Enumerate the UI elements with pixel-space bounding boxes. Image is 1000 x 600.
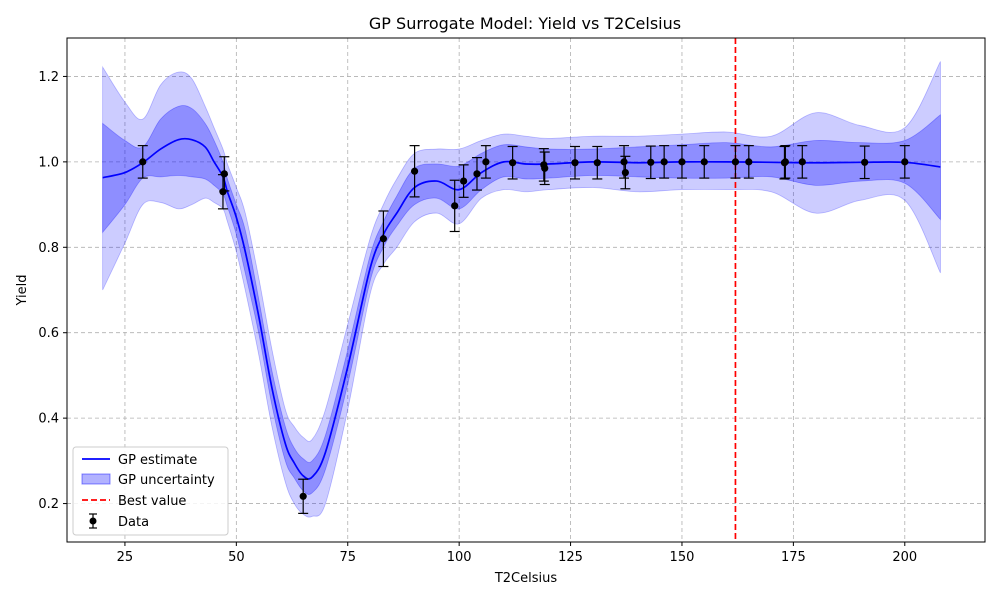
data-point [458, 164, 469, 198]
data-marker [620, 158, 628, 166]
data-marker [621, 168, 629, 177]
x-tick-label: 25 [117, 550, 134, 565]
data-marker [473, 170, 481, 178]
data-point [480, 145, 491, 179]
uncertainty-band-outer-area [102, 61, 941, 518]
data-point [620, 155, 631, 190]
data-point [859, 145, 870, 180]
data-marker [482, 158, 490, 166]
data-marker [901, 158, 909, 166]
legend: GP estimate GP uncertainty Best value Da… [72, 446, 229, 536]
data-point [298, 478, 309, 514]
y-axis-ticks: 0.2 0.4 0.6 0.8 1.0 1.2 [38, 70, 67, 512]
x-axis-label: T2Celsius [494, 571, 558, 586]
legend-data-swatch [89, 513, 97, 529]
data-marker [299, 492, 307, 500]
x-tick-label: 125 [558, 550, 583, 565]
data-marker [451, 202, 459, 210]
legend-data-label: Data [118, 515, 149, 530]
data-marker [139, 158, 147, 166]
data-marker [220, 170, 228, 178]
legend-best-label: Best value [118, 494, 186, 509]
data-point [507, 145, 518, 180]
data-point [592, 145, 603, 180]
data-point [780, 145, 791, 179]
data-marker [541, 164, 549, 172]
data-point [659, 145, 670, 179]
data-marker [571, 159, 579, 167]
legend-band-swatch [81, 473, 111, 485]
data-marker [745, 158, 753, 166]
uncertainty-band-outer [102, 61, 941, 518]
data-points [137, 145, 910, 514]
x-tick-label: 50 [228, 550, 245, 565]
uncertainty-band-inner [102, 105, 941, 495]
legend-estimate-label: GP estimate [118, 453, 197, 468]
data-marker [379, 235, 387, 243]
plot-frame [66, 37, 986, 543]
data-point [699, 145, 710, 179]
x-tick-label: 200 [892, 550, 917, 565]
data-point [645, 145, 656, 180]
uncertainty-band-inner-area [102, 105, 941, 495]
data-point [137, 145, 148, 179]
data-marker [700, 158, 708, 166]
y-tick-label: 1.0 [38, 155, 59, 170]
data-marker [219, 188, 227, 196]
x-tick-label: 150 [670, 550, 695, 565]
chart-title: GP Surrogate Model: Yield vs T2Celsius [369, 14, 681, 33]
y-tick-label: 0.8 [38, 241, 59, 256]
legend-band-label: GP uncertainty [118, 473, 215, 488]
data-point [471, 156, 482, 191]
data-marker [678, 158, 686, 166]
data-marker [460, 177, 468, 185]
data-marker [660, 158, 668, 166]
data-point [743, 145, 754, 179]
x-tick-label: 175 [781, 550, 806, 565]
data-marker [861, 158, 869, 166]
data-point [539, 151, 550, 186]
data-point [676, 145, 687, 179]
data-point [570, 145, 581, 180]
data-point [409, 145, 420, 198]
y-tick-label: 0.2 [38, 497, 59, 512]
data-point [378, 210, 389, 268]
data-point [730, 145, 741, 179]
y-axis-label: Yield [15, 275, 30, 307]
x-tick-label: 100 [447, 550, 472, 565]
data-marker [593, 159, 601, 167]
data-marker [410, 167, 419, 175]
data-marker [647, 158, 655, 166]
data-point [219, 156, 230, 192]
x-tick-label: 75 [339, 550, 356, 565]
data-point [797, 145, 808, 179]
x-axis-ticks: 25 50 75 100 125 150 175 200 [117, 542, 917, 565]
data-marker [509, 159, 517, 167]
data-marker [798, 158, 806, 166]
data-marker [731, 158, 740, 166]
y-tick-label: 0.4 [38, 412, 59, 427]
y-tick-label: 0.6 [38, 326, 59, 341]
legend-box [72, 446, 229, 536]
y-tick-label: 1.2 [38, 70, 59, 85]
data-marker [781, 158, 789, 166]
data-point [449, 179, 460, 233]
data-point [899, 145, 910, 179]
